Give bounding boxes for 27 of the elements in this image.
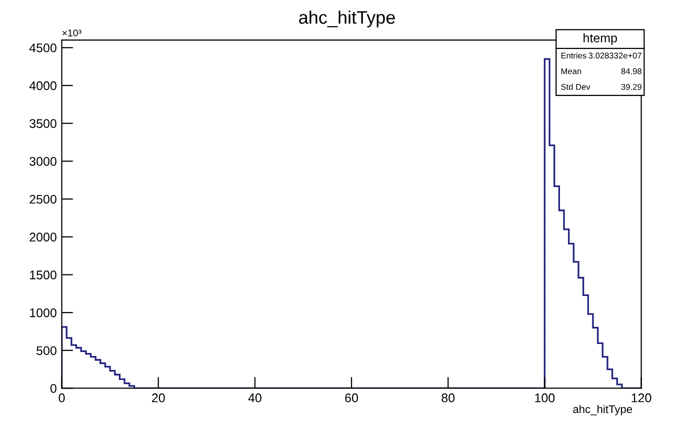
x-tick-label: 100 xyxy=(535,393,555,402)
y-tick-label: 1000 xyxy=(30,308,56,318)
annotation: Std Dev xyxy=(561,84,590,90)
chart-title: ahc_hitType xyxy=(299,10,395,28)
annotation: htemp xyxy=(584,33,617,45)
y-tick-label: 3000 xyxy=(30,156,56,166)
text: ×10³ xyxy=(62,30,82,36)
y-tick-label: 4000 xyxy=(29,81,56,90)
y-tick-label: 2000 xyxy=(30,232,56,242)
annotation: 3.028332e+07 xyxy=(588,52,642,59)
annotation: Mean xyxy=(561,68,582,74)
x-tick-label: 60 xyxy=(345,393,358,402)
x-tick-label: 120 xyxy=(632,393,652,402)
y-tick-label: 500 xyxy=(36,346,56,356)
annotation: 39.29 xyxy=(621,84,642,90)
x-axis-title: ahc_hitType xyxy=(573,404,632,416)
y-tick-label: 4500 xyxy=(29,43,56,52)
x-tick-label: 0 xyxy=(58,393,65,402)
x-tick-label: 80 xyxy=(442,393,455,402)
annotation: Entries xyxy=(561,52,586,59)
y-tick-label: 3500 xyxy=(30,119,56,128)
annotation: 84.98 xyxy=(621,68,642,74)
y-tick-label: 1500 xyxy=(30,270,56,280)
x-tick-label: 40 xyxy=(248,393,262,402)
y-tick-label: 0 xyxy=(50,384,56,393)
y-tick-label: 2500 xyxy=(30,194,56,204)
x-tick-label: 20 xyxy=(152,393,165,402)
